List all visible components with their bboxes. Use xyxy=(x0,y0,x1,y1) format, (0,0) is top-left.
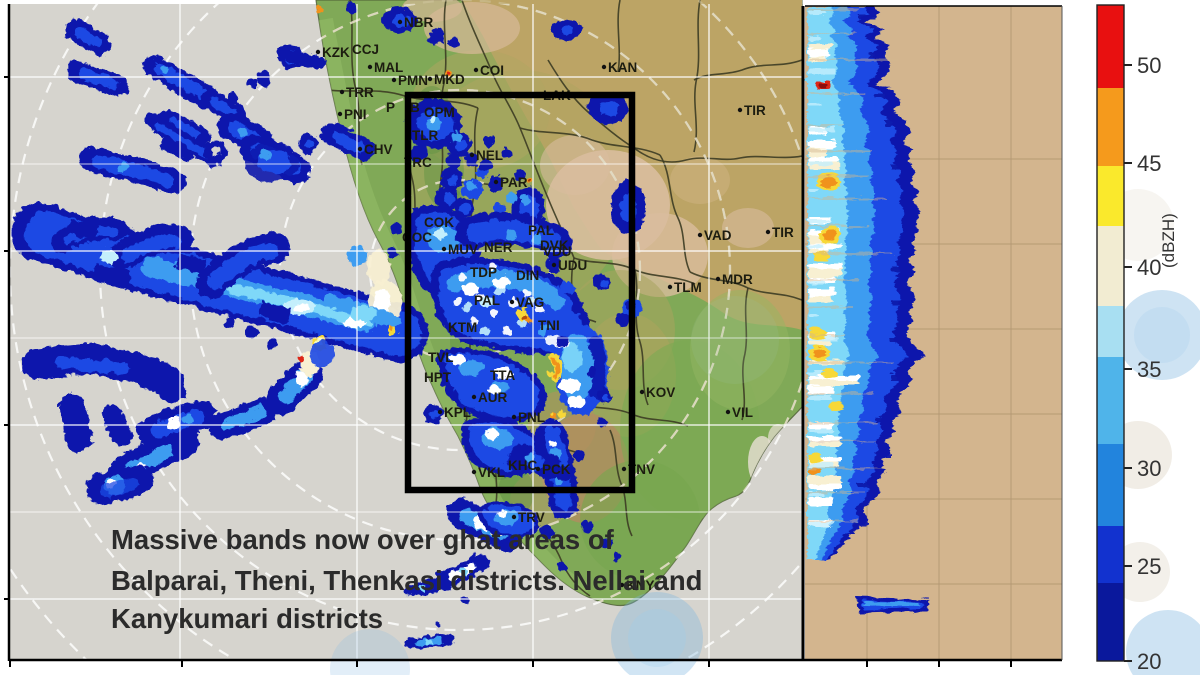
svg-text:VAD: VAD xyxy=(704,228,732,243)
svg-text:VIL: VIL xyxy=(732,405,753,420)
svg-text:TNI: TNI xyxy=(538,318,560,333)
svg-text:COI: COI xyxy=(480,63,504,78)
svg-text:50: 50 xyxy=(1137,53,1161,78)
svg-text:45: 45 xyxy=(1137,151,1161,176)
svg-text:PCK: PCK xyxy=(542,462,571,477)
svg-text:P: P xyxy=(386,100,395,115)
svg-text:OPM: OPM xyxy=(424,105,455,120)
svg-text:TDP: TDP xyxy=(470,265,497,280)
svg-text:CCJ: CCJ xyxy=(352,42,379,57)
svg-text:PAR: PAR xyxy=(500,175,528,190)
svg-text:Balparai, Theni, Thenkasi dist: Balparai, Theni, Thenkasi districts. Nel… xyxy=(111,565,702,596)
svg-text:UDU: UDU xyxy=(558,258,587,273)
svg-text:B: B xyxy=(410,100,420,115)
svg-text:40: 40 xyxy=(1137,255,1161,280)
svg-text:NEL: NEL xyxy=(476,148,503,163)
svg-text:KTM: KTM xyxy=(448,320,477,335)
svg-text:KHC: KHC xyxy=(508,458,537,473)
svg-text:PAL: PAL xyxy=(528,223,554,238)
svg-text:20: 20 xyxy=(1137,649,1161,674)
svg-text:PMN: PMN xyxy=(398,73,428,88)
svg-text:MKD: MKD xyxy=(434,72,465,87)
svg-text:PNL: PNL xyxy=(518,410,545,425)
svg-text:Massive bands now over ghat ar: Massive bands now over ghat areas of xyxy=(111,524,615,555)
svg-text:30: 30 xyxy=(1137,456,1161,481)
svg-text:(dBZH): (dBZH) xyxy=(1159,213,1178,268)
svg-text:35: 35 xyxy=(1137,357,1161,382)
svg-text:MAL: MAL xyxy=(374,60,403,75)
svg-text:CHV: CHV xyxy=(364,142,393,157)
svg-text:KZK: KZK xyxy=(322,45,350,60)
svg-text:NBR: NBR xyxy=(404,15,433,30)
svg-text:Kanykumari districts: Kanykumari districts xyxy=(111,603,383,634)
svg-text:AUR: AUR xyxy=(478,390,507,405)
svg-text:VDU: VDU xyxy=(543,244,572,259)
svg-text:TTA: TTA xyxy=(490,368,515,383)
svg-text:KAN: KAN xyxy=(608,60,637,75)
svg-text:HPT: HPT xyxy=(424,370,452,385)
svg-text:DVK: DVK xyxy=(540,238,569,253)
svg-text:TRR: TRR xyxy=(346,85,374,100)
svg-text:PAL: PAL xyxy=(474,293,500,308)
svg-text:DIN: DIN xyxy=(516,268,539,283)
svg-text:PNI: PNI xyxy=(344,107,367,122)
svg-text:TLR: TLR xyxy=(412,128,438,143)
svg-text:KOV: KOV xyxy=(646,385,675,400)
svg-text:VKL: VKL xyxy=(478,465,505,480)
svg-text:TLM: TLM xyxy=(674,280,702,295)
svg-text:TRV: TRV xyxy=(518,510,545,525)
svg-text:KPL: KPL xyxy=(444,405,471,420)
svg-text:TVL: TVL xyxy=(428,350,454,365)
svg-text:KNY: KNY xyxy=(626,578,655,593)
svg-text:COK: COK xyxy=(424,215,454,230)
svg-text:TIR: TIR xyxy=(744,103,766,118)
svg-text:VAG: VAG xyxy=(516,295,544,310)
svg-text:TIR: TIR xyxy=(772,225,794,240)
svg-text:MDR: MDR xyxy=(722,272,753,287)
svg-text:25: 25 xyxy=(1137,554,1161,579)
svg-text:NER: NER xyxy=(484,240,513,255)
svg-text:MUV: MUV xyxy=(448,242,478,257)
